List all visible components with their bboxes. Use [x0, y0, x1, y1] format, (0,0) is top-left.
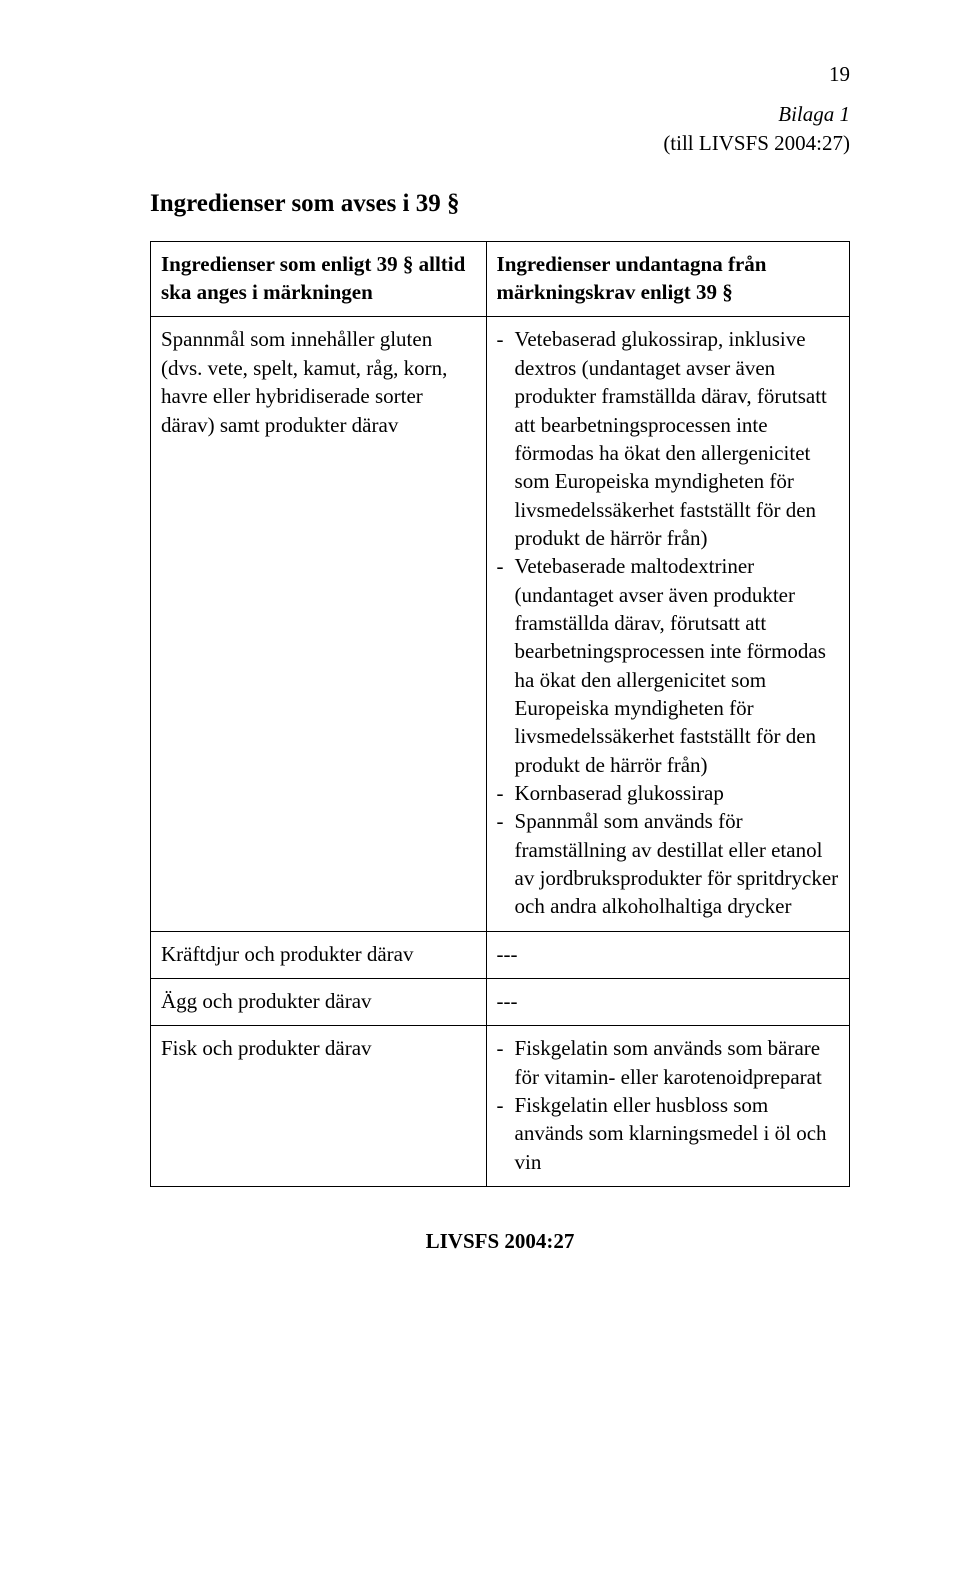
list-item: Fiskgelatin som används som bärare för v…	[497, 1034, 839, 1091]
table-row: Ägg och produkter därav ---	[151, 979, 850, 1026]
cell-left: Fisk och produkter därav	[151, 1026, 487, 1187]
appendix-label: Bilaga 1	[150, 100, 850, 128]
ingredients-table: Ingredienser som enligt 39 § alltid ska …	[150, 241, 850, 1187]
exceptions-list: Fiskgelatin som används som bärare för v…	[497, 1034, 839, 1176]
cell-left: Kräftdjur och produkter därav	[151, 931, 487, 978]
list-item: Vetebaserade maltodextriner (undantaget …	[497, 552, 839, 779]
cell-right: ---	[486, 979, 849, 1026]
column-header-right: Ingredienser undantagna från märkningskr…	[486, 241, 849, 317]
cell-left: Ägg och produkter därav	[151, 979, 487, 1026]
table-row: Kräftdjur och produkter därav ---	[151, 931, 850, 978]
cell-right: ---	[486, 931, 849, 978]
cell-right: Vetebaserad glukossirap, inklusive dextr…	[486, 317, 849, 931]
list-item: Kornbaserad glukossirap	[497, 779, 839, 807]
list-item: Fiskgelatin eller husbloss som används s…	[497, 1091, 839, 1176]
section-title: Ingredienser som avses i 39 §	[150, 187, 850, 221]
list-item: Vetebaserad glukossirap, inklusive dextr…	[497, 325, 839, 552]
appendix-header: Bilaga 1 (till LIVSFS 2004:27)	[150, 100, 850, 157]
column-header-left: Ingredienser som enligt 39 § alltid ska …	[151, 241, 487, 317]
table-row: Fisk och produkter därav Fiskgelatin som…	[151, 1026, 850, 1187]
appendix-ref: (till LIVSFS 2004:27)	[150, 129, 850, 157]
footer-reference: LIVSFS 2004:27	[150, 1227, 850, 1255]
cell-left: Spannmål som innehåller gluten (dvs. vet…	[151, 317, 487, 931]
cell-right: Fiskgelatin som används som bärare för v…	[486, 1026, 849, 1187]
page-number: 19	[150, 60, 850, 88]
table-row: Spannmål som innehåller gluten (dvs. vet…	[151, 317, 850, 931]
list-item: Spannmål som används för framställning a…	[497, 807, 839, 920]
exceptions-list: Vetebaserad glukossirap, inklusive dextr…	[497, 325, 839, 920]
